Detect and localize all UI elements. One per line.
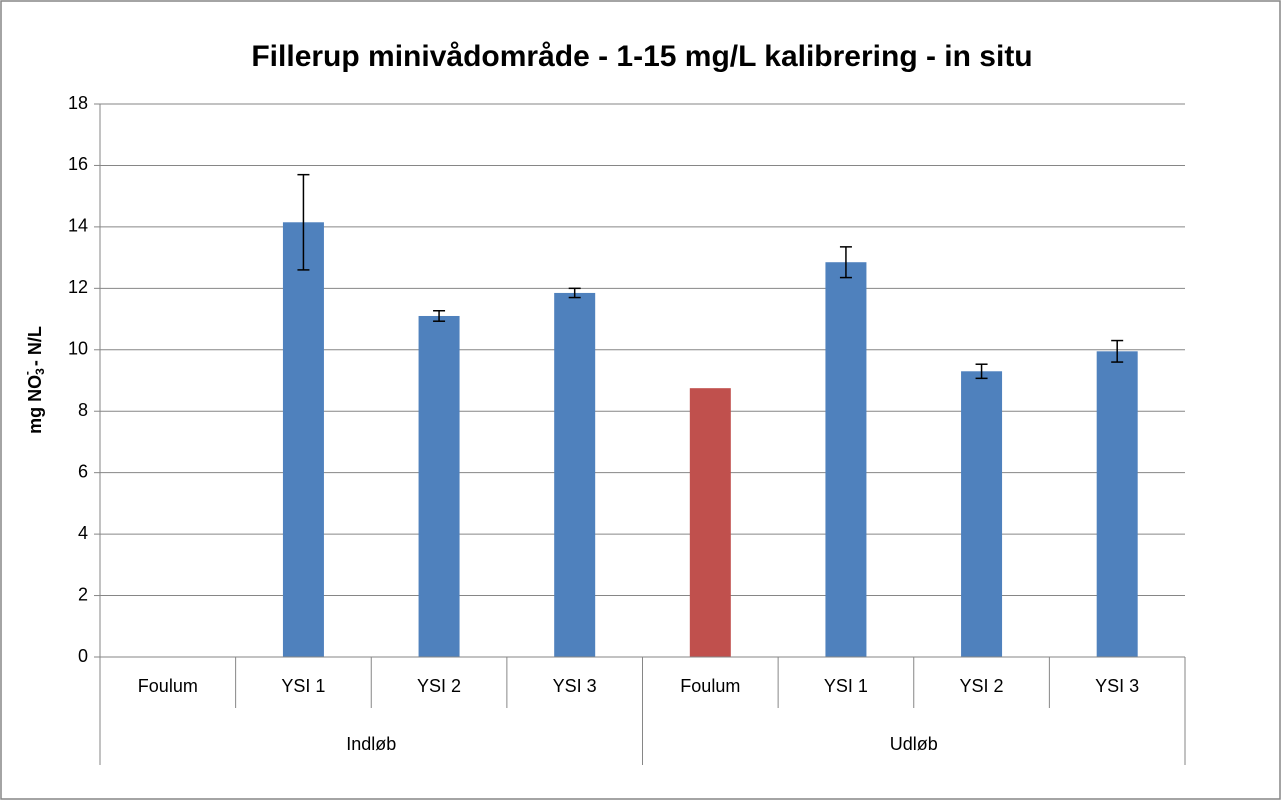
x-tick-label: YSI 3 <box>553 676 597 696</box>
bar <box>689 388 731 657</box>
group-label: Udløb <box>890 734 938 754</box>
x-tick-label: Foulum <box>138 676 198 696</box>
y-tick-label: 6 <box>78 461 88 481</box>
error-bar <box>1111 339 1124 363</box>
y-tick-label: 2 <box>78 584 88 604</box>
bar <box>282 222 324 657</box>
x-tick-label: YSI 1 <box>281 676 325 696</box>
x-tick-label: YSI 2 <box>417 676 461 696</box>
y-tick-label: 16 <box>68 154 88 174</box>
bar <box>825 262 867 657</box>
y-tick-label: 14 <box>68 216 88 236</box>
error-bar <box>433 310 446 322</box>
y-tick-label: 4 <box>78 523 88 543</box>
group-label: Indløb <box>346 734 396 754</box>
y-tick-label: 8 <box>78 400 88 420</box>
error-bar <box>297 173 310 271</box>
bar <box>418 315 460 657</box>
y-tick-label: 18 <box>68 93 88 113</box>
bar <box>961 371 1003 657</box>
y-tick-label: 12 <box>68 277 88 297</box>
error-bar <box>568 287 581 299</box>
error-bar <box>975 363 988 380</box>
y-tick-label: 10 <box>68 339 88 359</box>
x-tick-label: Foulum <box>680 676 740 696</box>
x-tick-label: YSI 1 <box>824 676 868 696</box>
x-tick-label: YSI 2 <box>960 676 1004 696</box>
y-tick-label: 0 <box>78 646 88 666</box>
x-tick-label: YSI 3 <box>1095 676 1139 696</box>
error-bar <box>839 246 852 279</box>
y-axis-label: mg NO3- - N/L <box>20 326 47 434</box>
bar <box>554 292 596 657</box>
bar <box>1096 351 1138 657</box>
chart-title: Fillerup minivådområde - 1-15 mg/L kalib… <box>251 40 1032 73</box>
